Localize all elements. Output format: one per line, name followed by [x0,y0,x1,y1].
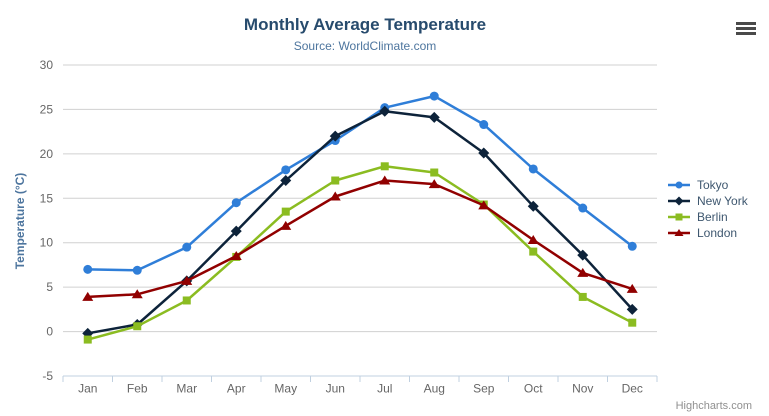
series-line-london [86,179,634,299]
point-london-oct[interactable] [527,235,539,245]
chart-subtitle: Source: WorldClimate.com [293,39,437,53]
point-berlin-dec[interactable] [628,318,637,327]
point-new-york-jul[interactable] [379,105,391,117]
point-tokyo-dec[interactable] [627,241,637,251]
legend-item-new-york[interactable]: New York [667,193,748,209]
series-line-berlin [86,165,634,341]
x-axis-tick-label: Jan [78,382,97,396]
x-axis-tick-label: Jun [326,382,345,396]
legend-label: Berlin [697,210,728,224]
point-berlin-aug[interactable] [430,168,439,177]
point-london-dec[interactable] [626,283,638,293]
point-london-apr[interactable] [230,251,242,261]
y-axis-tick-label: 15 [40,191,54,205]
legend-label: London [697,226,738,240]
point-new-york-oct[interactable] [527,200,539,212]
x-axis-tick-label: Jul [377,382,392,396]
point-new-york-jun[interactable] [329,130,341,142]
x-axis-tick-label: Sep [473,382,495,396]
point-tokyo-aug[interactable] [429,91,439,101]
point-tokyo-may[interactable] [281,165,291,175]
point-new-york-apr[interactable] [230,225,242,237]
y-axis-tick-label: 20 [40,147,54,161]
x-axis-tick-label: Apr [227,382,246,396]
point-tokyo-oct[interactable] [528,164,538,174]
hamburger-menu-icon [736,32,756,35]
point-london-feb[interactable] [131,289,143,299]
legend-marker-diamond-icon [668,196,690,206]
point-berlin-jan[interactable] [83,335,92,344]
chart-title: Monthly Average Temperature [243,15,487,34]
x-axis-tick-label: Mar [176,382,197,396]
point-london-jan[interactable] [82,291,94,301]
point-london-mar[interactable] [181,275,193,285]
credits-link[interactable]: Highcharts.com [675,400,752,412]
point-tokyo-mar[interactable] [182,242,192,252]
legend-item-tokyo[interactable]: Tokyo [667,177,748,193]
point-london-may[interactable] [280,220,292,230]
legend: Tokyo New York Berlin London [667,177,748,241]
legend-marker-square-icon [668,213,690,221]
x-axis-tick-label: Nov [572,382,593,396]
series-line-new-york [86,109,634,335]
export-menu-button[interactable] [736,22,758,37]
series-line-tokyo [86,94,634,272]
point-berlin-may[interactable] [281,207,290,216]
point-berlin-nov[interactable] [578,292,587,301]
point-london-jul[interactable] [379,175,391,185]
point-berlin-jun[interactable] [331,176,340,185]
point-berlin-jul[interactable] [380,162,389,171]
point-london-nov[interactable] [577,267,589,277]
legend-label: New York [697,194,748,208]
x-axis-tick-label: May [274,382,297,396]
point-new-york-sep[interactable] [478,147,490,159]
point-london-aug[interactable] [428,179,440,189]
x-axis-tick-label: Feb [127,382,148,396]
hamburger-menu-icon [736,22,756,25]
x-axis-tick-label: Aug [424,382,445,396]
y-axis-tick-label: 5 [46,280,53,294]
x-axis-tick-label: Oct [524,382,543,396]
point-berlin-feb[interactable] [133,322,142,331]
chart-header: Monthly Average Temperature Source: Worl… [0,15,730,53]
hamburger-menu-icon [736,27,756,30]
point-new-york-aug[interactable] [428,111,440,123]
point-london-jun[interactable] [329,191,341,201]
point-tokyo-sep[interactable] [479,120,489,130]
y-axis-tick-label: 25 [40,102,54,116]
legend-item-berlin[interactable]: Berlin [667,209,748,225]
y-axis-tick-label: 0 [46,325,53,339]
point-berlin-mar[interactable] [182,296,191,305]
legend-label: Tokyo [697,178,729,192]
point-tokyo-nov[interactable] [578,203,588,213]
x-axis-tick-label: Dec [622,382,643,396]
legend-marker-triangle-icon [668,229,690,236]
point-new-york-dec[interactable] [626,303,638,315]
legend-marker-circle-icon [668,181,690,189]
point-london-sep[interactable] [478,200,490,210]
point-new-york-nov[interactable] [577,249,589,261]
legend-item-london[interactable]: London [667,225,748,241]
point-tokyo-apr[interactable] [231,198,241,208]
point-tokyo-jan[interactable] [83,264,93,274]
y-axis-tick-label: 10 [40,236,54,250]
y-axis-tick-label: -5 [42,369,53,383]
y-axis-tick-label: 30 [40,58,54,72]
point-new-york-may[interactable] [280,175,292,187]
point-berlin-oct[interactable] [529,247,538,256]
point-tokyo-feb[interactable] [132,265,142,275]
